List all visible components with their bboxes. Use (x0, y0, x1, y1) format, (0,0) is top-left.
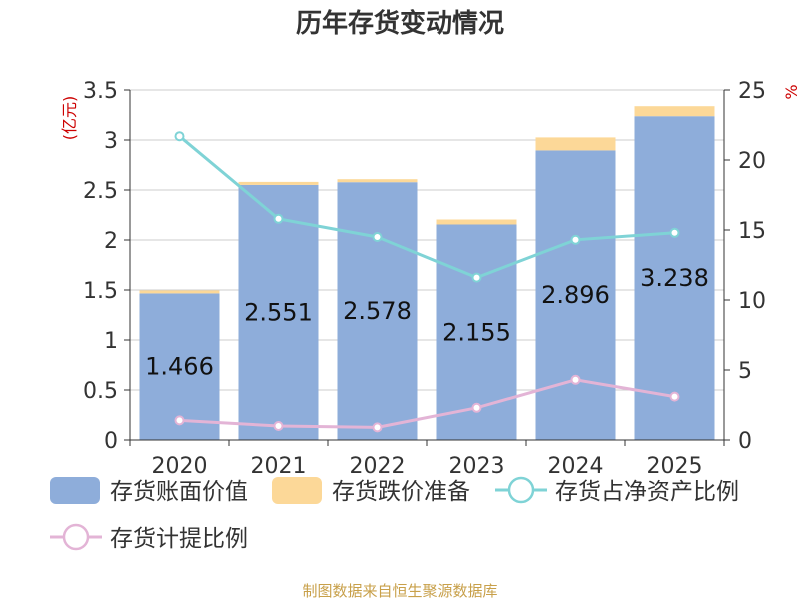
left-axis-tick-label: 2 (104, 229, 118, 254)
bar-value-label: 2.155 (442, 318, 511, 346)
x-axis-tick-label: 2021 (251, 454, 307, 479)
x-axis-tick-label: 2025 (647, 454, 703, 479)
legend-swatch-box (272, 477, 322, 504)
source-note: 制图数据来自恒生聚源数据库 (302, 582, 497, 600)
legend-swatch-marker (62, 523, 90, 551)
right-axis-tick-label: 10 (738, 289, 766, 314)
point-inventory-to-net-assets (174, 131, 185, 142)
bar-impairment-provision (436, 219, 517, 225)
right-axis-tick-label: 25 (738, 79, 766, 104)
right-axis-tick-label: 0 (738, 429, 752, 454)
bar-impairment-provision (139, 290, 220, 294)
bar-inventory-book-value (535, 150, 616, 440)
line-inventory-to-net-assets (178, 135, 675, 280)
bar-impairment-provision (337, 179, 418, 183)
bar-impairment-provision (634, 106, 715, 117)
line-provision-ratio (179, 378, 675, 429)
data-labels: 1.466 2.551 2.578 2.155 2.896 3.238 (145, 264, 709, 381)
bar-inventory-book-value (634, 116, 715, 440)
legend-label: 存货计提比例 (110, 526, 248, 552)
legend-label: 存货跌价准备 (332, 479, 470, 505)
point-inventory-to-net-assets (471, 272, 482, 283)
legend-label: 存货账面价值 (110, 479, 248, 505)
left-axis-tick-label: 0 (104, 429, 118, 454)
left-axis-tick-label: 3.5 (83, 79, 118, 104)
legend-swatch-box (50, 477, 100, 504)
legend-label: 存货占净资产比例 (555, 479, 739, 505)
grid (130, 89, 724, 391)
point-provision-ratio (570, 374, 581, 385)
bar-value-label: 2.551 (244, 298, 313, 326)
point-provision-ratio (471, 402, 482, 413)
bar-value-label: 2.578 (343, 297, 412, 325)
bar-impairment-provision (238, 181, 319, 185)
left-axis-tick-label: 0.5 (83, 379, 118, 404)
bars (139, 106, 715, 440)
point-inventory-to-net-assets (372, 232, 383, 242)
point-inventory-to-net-assets (570, 234, 581, 245)
bar-value-label: 1.466 (145, 353, 214, 381)
right-axis-tick-label: 15 (738, 219, 766, 244)
point-provision-ratio (669, 391, 680, 402)
right-axis-tick-label: 5 (738, 359, 752, 384)
left-axis-unit: (亿元) (60, 96, 79, 141)
point-inventory-to-net-assets (273, 213, 284, 224)
left-axis-tick-label: 2.5 (83, 179, 118, 204)
left-axis-tick-label: 1.5 (83, 279, 118, 304)
bar-impairment-provision (535, 137, 616, 151)
bar-value-label: 3.238 (640, 264, 709, 292)
lines (174, 131, 680, 433)
left-axis-tick-label: 1 (104, 329, 118, 354)
right-axis-tick-label: 20 (738, 149, 766, 174)
legend-swatch-marker (507, 476, 535, 504)
x-axis-tick-label: 2020 (152, 454, 208, 479)
right-axis-unit: % (782, 84, 800, 99)
chart-title: 历年存货变动情况 (296, 8, 504, 39)
bar-inventory-book-value (238, 184, 319, 440)
bar-inventory-book-value (337, 182, 418, 440)
left-axis-tick-label: 3 (104, 129, 118, 154)
x-axis-tick-label: 2022 (350, 454, 406, 479)
x-axis-tick-label: 2023 (449, 454, 505, 479)
bar-value-label: 2.896 (541, 281, 610, 309)
point-provision-ratio (372, 422, 383, 433)
x-axis-tick-label: 2024 (548, 454, 604, 479)
point-provision-ratio (273, 421, 284, 431)
point-inventory-to-net-assets (669, 227, 680, 238)
point-provision-ratio (174, 415, 185, 426)
